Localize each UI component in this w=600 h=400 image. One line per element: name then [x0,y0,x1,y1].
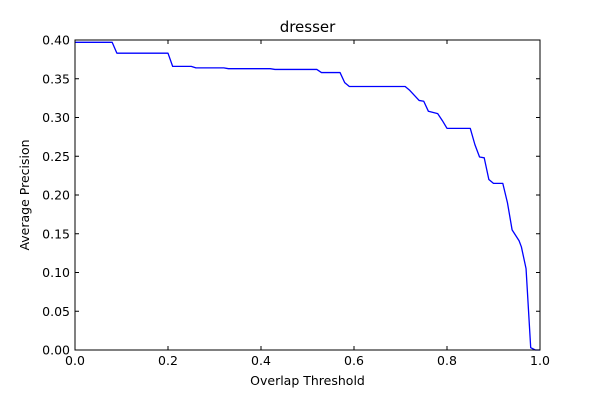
x-tick-label: 0.0 [65,353,85,368]
y-tick-label: 0.40 [42,33,70,48]
x-tick-label: 0.2 [158,353,178,368]
x-tick-label: 0.8 [437,353,457,368]
y-tick-label: 0.30 [42,110,70,125]
x-tick-label: 0.6 [344,353,364,368]
y-tick-label: 0.10 [42,265,70,280]
x-axis-label: Overlap Threshold [250,373,365,388]
y-tick-label: 0.25 [42,149,70,164]
x-tick-label: 1.0 [530,353,550,368]
y-tick-label: 0.05 [42,304,70,319]
series-line [75,41,540,351]
y-tick-label: 0.20 [42,188,70,203]
chart-title: dresser [280,18,336,36]
x-tick-label: 0.4 [251,353,271,368]
y-tick-label: 0.15 [42,226,70,241]
y-tick-label: 0.35 [42,71,70,86]
plot-frame [74,39,541,351]
axis-ticks: 0.0 0.2 0.4 0.6 0.8 1.0 0.00 0.05 0.10 0.15 0.20 0.… [42,33,550,369]
y-tick-label: 0.00 [42,343,70,358]
y-axis-label: Average Precision [17,139,32,250]
